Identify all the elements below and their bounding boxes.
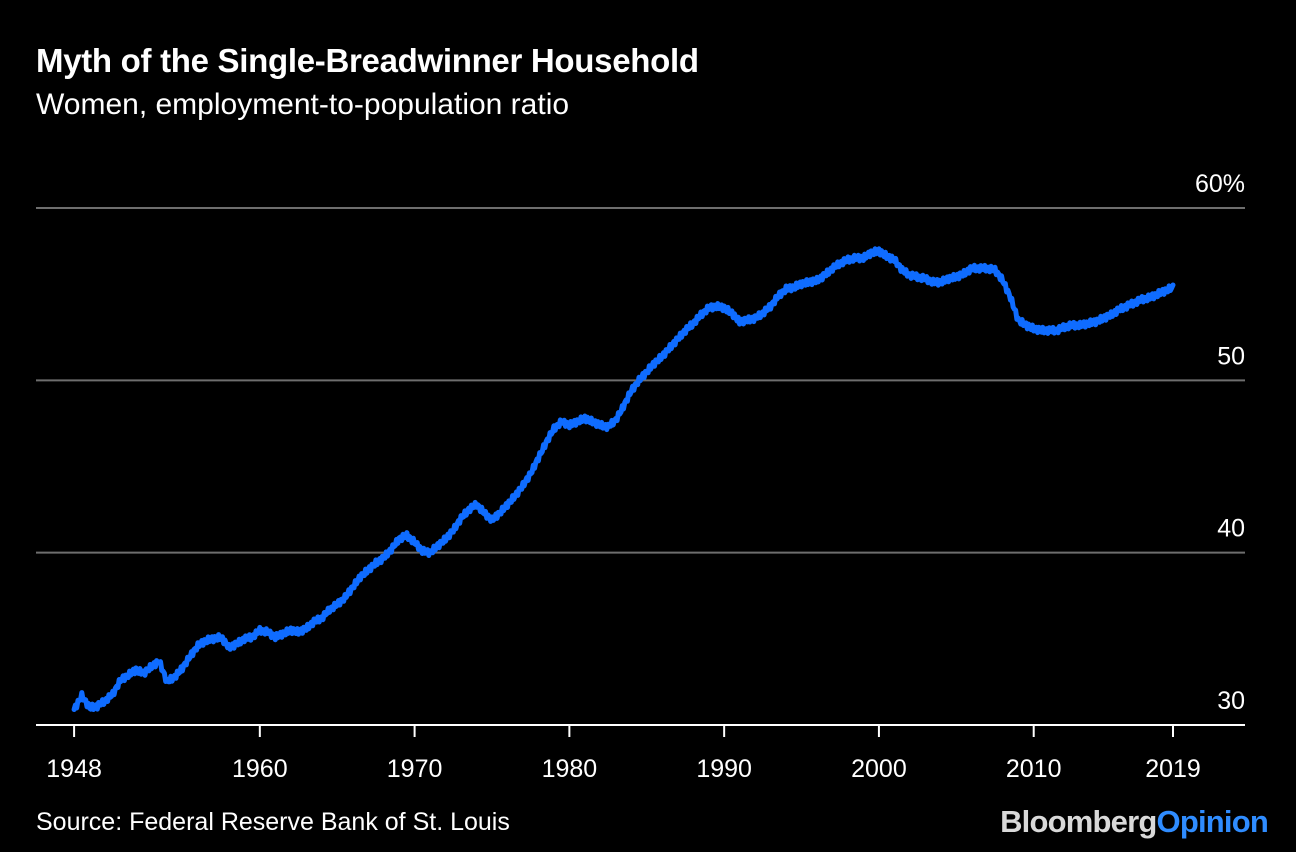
x-tick-label: 1990	[696, 755, 752, 783]
x-axis: 1948 1960 1970 1980 1990 2000 2010 2019	[36, 724, 1245, 783]
x-tick-label: 1960	[232, 755, 288, 783]
x-tick-label: 1948	[46, 755, 102, 783]
chart-subtitle: Women, employment-to-population ratio	[36, 88, 570, 121]
y-tick-labels: 30 40 50 60%	[1195, 170, 1245, 715]
source-note: Source: Federal Reserve Bank of St. Loui…	[36, 808, 510, 836]
series-layer	[71, 246, 1176, 712]
brand-logo-part1: Bloomberg	[1000, 804, 1157, 839]
x-tick-label: 2000	[851, 755, 907, 783]
y-tick-label: 40	[1217, 515, 1245, 543]
series-line-0	[71, 246, 1176, 712]
chart-title: Myth of the Single-Breadwinner Household	[36, 42, 699, 79]
gridlines	[36, 207, 1245, 726]
x-tick-label: 2010	[1006, 755, 1062, 783]
x-tick-label: 2019	[1145, 755, 1201, 783]
y-tick-label: 50	[1217, 342, 1245, 370]
brand-logo: BloombergOpinion	[1000, 804, 1269, 840]
y-tick-label: 60%	[1195, 170, 1245, 198]
x-tick-label: 1970	[387, 755, 443, 783]
y-tick-label: 30	[1217, 687, 1245, 715]
brand-logo-part2: Opinion	[1156, 804, 1269, 839]
x-tick-label: 1980	[542, 755, 598, 783]
